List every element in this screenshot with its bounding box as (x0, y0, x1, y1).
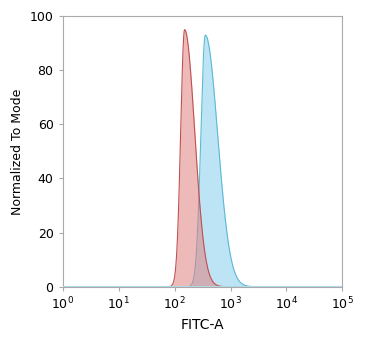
Y-axis label: Normalized To Mode: Normalized To Mode (11, 88, 24, 215)
X-axis label: FITC-A: FITC-A (181, 318, 224, 332)
